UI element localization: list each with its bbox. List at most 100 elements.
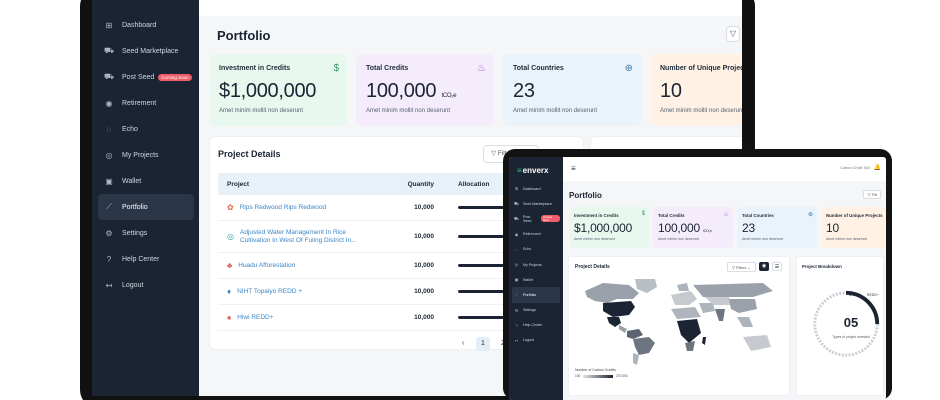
quantity-cell: 10,000 [414, 262, 434, 269]
sidebar-item-dashboard[interactable]: ⊞ Dashboard [98, 12, 194, 38]
project-logo-icon: ✿ [227, 203, 234, 212]
tablet-frame: ≡enverx ⊞ Dashboard ⛟ Seed Marketplace ⛟ Post… [503, 149, 892, 400]
project-cell: ✿ Rips Redwood Rips Redwood [218, 203, 376, 212]
map-view-toggle-icon[interactable]: ◉ [759, 262, 769, 271]
logo-mark-icon: ≡ [517, 166, 522, 175]
sidebar-item-portfolio[interactable]: ⟋ Portfolio [98, 194, 194, 220]
sidebar-item-echo[interactable]: ◌ Echo [512, 242, 560, 257]
stat-card-number: $1,000,000 [574, 221, 633, 235]
filters-label: Filters [735, 265, 747, 270]
sidebar-item-portfolio[interactable]: ⟋ Portfolio [512, 287, 560, 303]
sidebar-item-help-center[interactable]: ? Help Center [98, 246, 194, 272]
project-details-title: Project Details [575, 264, 610, 270]
projects-icon: ◎ [105, 150, 113, 160]
column-header-project: Project [227, 180, 250, 188]
stat-card-total-countries: Total Countries 23 Amet minim non deserunt… [737, 207, 817, 248]
breakdown-donut-chart [813, 290, 880, 357]
allocation-bar-fill [458, 235, 504, 238]
filter-icon: ▽ [867, 192, 872, 197]
project-details-map-panel: Project Details ▽ Filters ⌄ ◉ ☰ [568, 256, 790, 396]
stat-card-label: Investment in Credits [574, 213, 619, 218]
legend-dot-icon: ● [849, 293, 852, 297]
table-row[interactable]: ♣ Huadu Afforestation 10,000 [218, 253, 583, 279]
sidebar-item-settings[interactable]: ⚙ Settings [512, 303, 560, 318]
project-link[interactable]: NIHT Topaiyo REDD + [237, 287, 303, 295]
sidebar-item-dashboard[interactable]: ⊞ Dashboard [512, 181, 560, 196]
hamburger-menu-icon[interactable]: ≡ [571, 164, 576, 173]
project-cell: ◎ Adjusted Water Management In Rice Culti… [218, 229, 376, 245]
project-cell: ♠ Hiwi REDD+ [218, 313, 376, 322]
stat-card-subtext: Amet minim non deserunt [742, 237, 783, 241]
table-row[interactable]: ♦ NIHT Topaiyo REDD + 10,000 [218, 279, 583, 305]
sidebar-item-logout[interactable]: ↤ Logout [98, 272, 194, 298]
table-row[interactable]: ✿ Rips Redwood Rips Redwood 10,000 [218, 195, 583, 221]
stat-card-label: Total Credits [366, 65, 409, 72]
table-row[interactable]: ♠ Hiwi REDD+ 10,000 [218, 305, 583, 331]
table-body: ✿ Rips Redwood Rips Redwood 10,000 ◎ Adjuste… [218, 195, 583, 331]
bell-icon[interactable]: 🔔 [873, 165, 881, 171]
stat-card-subtext: Amet minim mollit non deserunt [513, 108, 598, 114]
sidebar-item-logout[interactable]: ↤ Logout [512, 333, 560, 348]
allocation-cell [434, 264, 514, 267]
sidebar-item-label: Echo [122, 125, 138, 133]
breakdown-total: 05 [843, 315, 859, 330]
coming-soon-badge: Coming Soon [158, 73, 192, 81]
stat-card-number: 10 [826, 221, 839, 235]
project-link[interactable]: Huadu Afforestation [238, 261, 296, 269]
table-row[interactable]: ◎ Adjusted Water Management In Rice Culti… [218, 221, 583, 253]
pagination-prev-button[interactable]: ‹ [461, 340, 465, 347]
sidebar-item-help-center[interactable]: ? Help Center [512, 318, 560, 333]
sidebar-item-seed-marketplace[interactable]: ⛟ Seed Marketplace [98, 38, 194, 64]
project-logo-icon: ♠ [227, 313, 232, 322]
filters-dropdown[interactable]: ▽ Filters ⌄ [727, 262, 756, 272]
sidebar-item-label: Help Center [122, 255, 160, 263]
filter-button[interactable]: ▽ Filt [863, 190, 881, 199]
cart-icon: ⛟ [514, 215, 520, 221]
stat-card-subtext: Amet minim non deserunt [574, 237, 615, 241]
pagination-page-1[interactable]: 1 [476, 337, 490, 351]
project-cell: ♣ Huadu Afforestation [218, 261, 376, 270]
tablet-sidebar: ≡enverx ⊞ Dashboard ⛟ Seed Marketplace ⛟ Post… [509, 157, 563, 400]
project-link[interactable]: Hiwi REDD+ [237, 313, 274, 321]
sidebar-item-wallet[interactable]: ▣ Wallet [98, 168, 194, 194]
sidebar-item-wallet[interactable]: ▣ Wallet [512, 272, 560, 287]
brand-name: enverx [522, 166, 549, 175]
stat-card-investment-in-credits: Investment in Credits $1,000,000 Amet mini… [569, 207, 649, 248]
map-region-china [729, 299, 757, 313]
stat-card-subtext: Amet minim non deserunt [826, 237, 867, 241]
sidebar-item-echo[interactable]: ◌ Echo [98, 116, 194, 142]
sidebar-item-retirement[interactable]: ◉ Retirement [512, 227, 560, 242]
stat-card-number: 10 [660, 80, 682, 102]
sidebar-item-label: Portfolio [523, 292, 537, 297]
sidebar-item-my-projects[interactable]: ◎ My Projects [98, 142, 194, 168]
stat-card-value: $1,000,000 [219, 80, 337, 103]
sidebar-item-label: Post Seed [122, 73, 155, 81]
sidebar-item-label: Logout [122, 281, 144, 289]
project-breakdown-title: Project Breakdown [802, 264, 842, 269]
tablet-screen: ≡enverx ⊞ Dashboard ⛟ Seed Marketplace ⛟ Post… [509, 157, 886, 400]
sidebar-item-settings[interactable]: ⚙ Settings [98, 220, 194, 246]
sidebar-item-my-projects[interactable]: ◎ My Projects [512, 257, 560, 272]
project-link[interactable]: Rips Redwood Rips Redwood [239, 203, 327, 211]
filter-icon[interactable]: ▽ [726, 26, 740, 42]
allocation-cell [434, 235, 514, 238]
map-region-colombia-venezuela [627, 329, 643, 339]
stat-card-label: Total Countries [742, 213, 774, 218]
legend-item-redd: REDD+ [867, 293, 879, 297]
sidebar-item-retirement[interactable]: ◉ Retirement [98, 90, 194, 116]
stat-card-icon: $ [641, 211, 645, 217]
map-region-usa [603, 301, 635, 317]
map-region-middle-east [699, 303, 715, 313]
stat-card-unit: tCO₂e [703, 229, 712, 233]
echo-icon: ◌ [515, 246, 518, 252]
sidebar-item-label: Wallet [523, 277, 533, 282]
project-link[interactable]: Adjusted Water Management In Rice Cultiv… [239, 228, 357, 244]
map-region-southern-cone [633, 353, 639, 365]
projects-icon: ◎ [514, 262, 519, 268]
list-view-toggle-icon[interactable]: ☰ [772, 262, 782, 271]
sidebar-item-post-seed[interactable]: ⛟ Post Seed Coming Soon [512, 211, 560, 226]
stat-card-total-credits: Total Credits 100,000 tCO₂e Amet minim mol… [356, 54, 494, 126]
stat-card-unit: tCO₂e [441, 93, 457, 99]
sidebar-item-post-seed[interactable]: ⛟ Post Seed Coming Soon [98, 64, 194, 90]
sidebar-item-seed-marketplace[interactable]: ⛟ Seed Marketplace [512, 196, 560, 211]
